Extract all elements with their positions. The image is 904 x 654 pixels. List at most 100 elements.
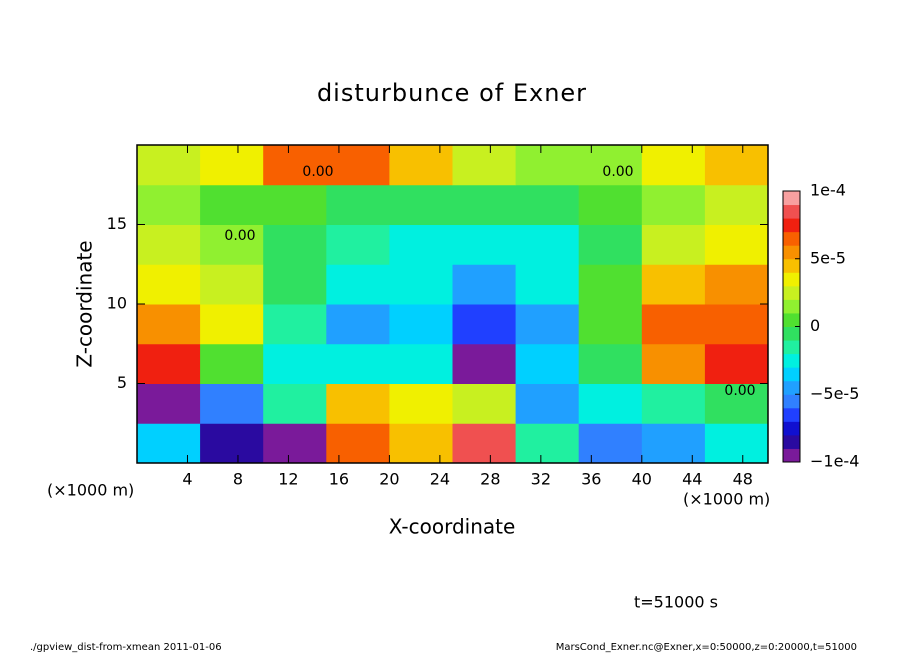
cell	[704, 184, 769, 225]
x-tick-label: 20	[379, 470, 399, 489]
cell	[452, 145, 517, 186]
y-tick-label: 10	[107, 294, 127, 313]
colorbar-swatch	[783, 285, 800, 300]
cell	[137, 343, 201, 384]
cell	[326, 145, 390, 186]
footer-left: ./gpview_dist-from-xmean 2011-01-06	[30, 642, 222, 653]
colorbar-swatch	[783, 434, 800, 449]
cell	[452, 343, 517, 384]
cell	[704, 145, 769, 186]
colorbar-swatch	[783, 407, 800, 422]
cell	[578, 184, 643, 225]
cell	[200, 264, 264, 305]
cell	[704, 224, 769, 265]
cell	[263, 224, 327, 265]
cell	[389, 145, 453, 186]
x-tick-label: 24	[430, 470, 450, 489]
cell	[515, 184, 580, 225]
cell	[200, 383, 264, 424]
cell	[200, 224, 264, 265]
cell	[263, 145, 327, 186]
colorbar-swatch	[783, 204, 800, 219]
cell	[263, 184, 327, 225]
colorbar-tick-label: 1e-4	[810, 181, 846, 200]
y-unit: (×1000 m)	[47, 481, 134, 500]
colorbar-swatch	[783, 191, 800, 206]
cell	[389, 184, 453, 225]
cell	[704, 264, 769, 305]
colorbar-swatch	[783, 231, 800, 246]
contour-label: 0.00	[724, 383, 755, 399]
x-tick-label: 48	[733, 470, 753, 489]
colorbar-swatch	[783, 312, 800, 327]
cell	[452, 304, 517, 345]
cell	[515, 264, 580, 305]
contour-label: 0.00	[224, 228, 255, 244]
cell	[389, 423, 453, 464]
x-axis-label: X-coordinate	[389, 515, 516, 539]
cell	[452, 423, 517, 464]
cell	[263, 304, 327, 345]
x-tick-label: 40	[632, 470, 652, 489]
x-tick-label: 36	[581, 470, 601, 489]
cell	[515, 383, 580, 424]
cell	[578, 145, 643, 186]
colorbar-tick-label: −1e-4	[810, 452, 859, 471]
colorbar-swatch	[783, 394, 800, 409]
cell	[200, 343, 264, 384]
x-unit: (×1000 m)	[683, 490, 770, 509]
x-tick-label: 12	[278, 470, 298, 489]
cell	[641, 184, 706, 225]
colorbar-tick-label: 0	[810, 316, 820, 335]
cell	[137, 264, 201, 305]
cell	[452, 224, 517, 265]
cell	[704, 383, 769, 424]
cell	[263, 383, 327, 424]
cell	[389, 224, 453, 265]
cell	[641, 224, 706, 265]
colorbar-tick-label: −5e-5	[810, 384, 859, 403]
cell	[578, 343, 643, 384]
cell	[326, 343, 390, 384]
cell	[137, 423, 201, 464]
colorbar-swatch	[783, 272, 800, 287]
y-tick-label: 5	[117, 373, 127, 392]
colorbar-swatch	[783, 299, 800, 314]
cell	[326, 224, 390, 265]
cell	[578, 383, 643, 424]
cell	[137, 304, 201, 345]
cell	[137, 224, 201, 265]
time-label: t=51000 s	[634, 593, 718, 612]
y-axis-label: Z-coordinate	[73, 240, 97, 367]
cell	[515, 343, 580, 384]
cell	[200, 304, 264, 345]
x-tick-label: 28	[480, 470, 500, 489]
colorbar-swatch	[783, 380, 800, 395]
cell	[200, 184, 264, 225]
cell	[515, 145, 580, 186]
chart-title: disturbunce of Exner	[317, 79, 587, 107]
cell	[515, 224, 580, 265]
cell	[578, 423, 643, 464]
cell	[326, 383, 390, 424]
cell	[326, 423, 390, 464]
cell	[200, 423, 264, 464]
contour-label: 0.00	[302, 164, 333, 180]
cell	[200, 145, 264, 186]
cell	[263, 264, 327, 305]
cell	[641, 264, 706, 305]
cell	[641, 145, 706, 186]
cell	[704, 423, 769, 464]
cell	[578, 304, 643, 345]
cell	[389, 304, 453, 345]
cell	[137, 184, 201, 225]
colorbar-swatch	[783, 258, 800, 273]
cell	[641, 343, 706, 384]
cell	[137, 145, 201, 186]
x-tick-label: 16	[329, 470, 349, 489]
colorbar-swatch	[783, 218, 800, 233]
colorbar-swatch	[783, 421, 800, 436]
cell	[389, 343, 453, 384]
colorbar-swatch	[783, 448, 800, 463]
